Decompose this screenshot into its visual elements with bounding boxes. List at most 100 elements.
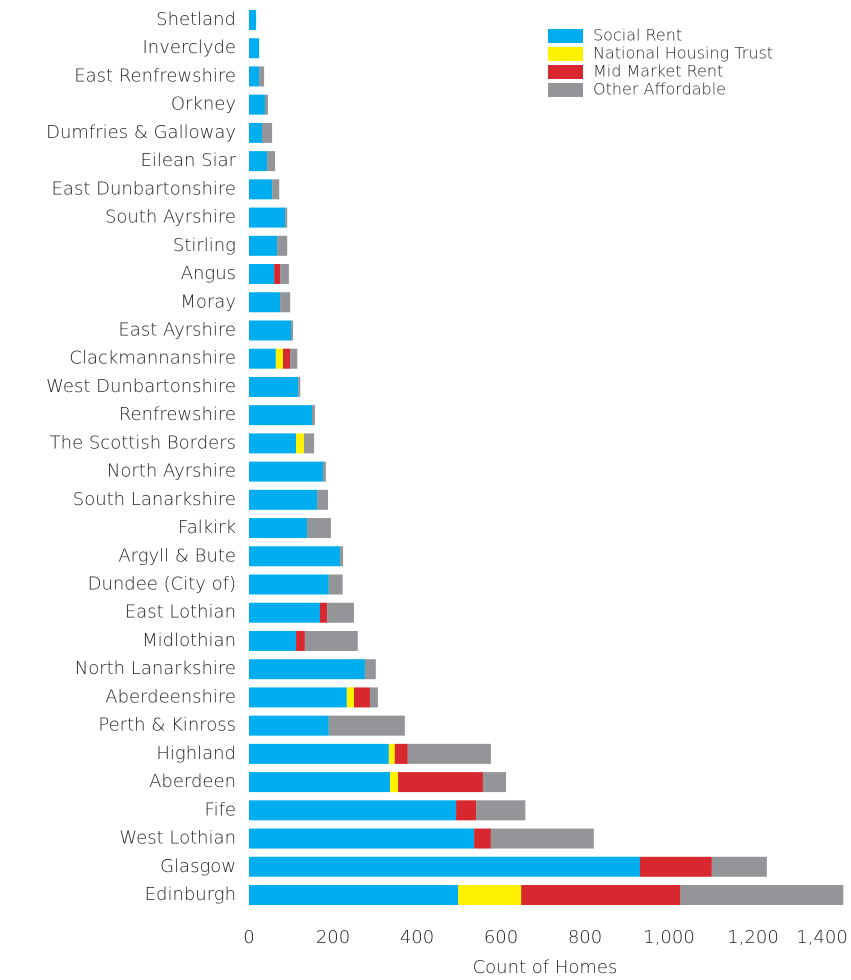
x-tick-label: 1,000 [643, 927, 695, 948]
bar-segment [283, 348, 291, 369]
bar-segment [249, 687, 347, 708]
y-tick-label: East Dunbartonshire [52, 178, 236, 199]
legend-label: Other Affordable [593, 80, 726, 99]
bar-segment [327, 602, 354, 623]
bar-segment [275, 348, 284, 369]
bar-segment [322, 461, 326, 482]
bar-segment [456, 800, 477, 821]
bar-segment [249, 800, 457, 821]
bar-segment [249, 10, 257, 30]
bar-segment [259, 66, 265, 87]
y-tick-label: South Lanarkshire [73, 489, 236, 510]
bar-segment [249, 376, 299, 397]
bar-segment [249, 405, 312, 426]
bar-segment [249, 659, 365, 680]
y-tick-label: East Lothian [125, 602, 236, 623]
bar-segment [304, 630, 358, 651]
y-tick-label: West Dunbartonshire [46, 376, 236, 397]
bar-segment [249, 828, 475, 849]
bar-segment [346, 687, 354, 708]
y-tick-label: The Scottish Borders [50, 432, 236, 453]
bar-segment [407, 743, 491, 764]
bar-segment [474, 828, 491, 849]
bar-segment [296, 630, 305, 651]
y-tick-label: Edinburgh [145, 884, 236, 905]
y-tick-label: Midlothian [142, 630, 236, 651]
bar-segment [264, 94, 268, 115]
bar-segment [249, 179, 273, 200]
x-tick-label: 800 [568, 927, 602, 948]
bar-segment [280, 264, 289, 285]
bar-segment [369, 687, 378, 708]
bar-segment [482, 772, 507, 793]
x-tick-label: 600 [484, 927, 518, 948]
bar-segment [262, 122, 273, 143]
legend-swatch [548, 83, 583, 97]
legend-label: National Housing Trust [593, 44, 773, 63]
y-tick-label: Falkirk [178, 517, 236, 538]
y-tick-label: Glasgow [160, 856, 236, 877]
bar-segment [249, 122, 263, 143]
bar-segment [291, 320, 294, 341]
y-tick-label: North Lanarkshire [75, 658, 236, 679]
y-tick-label: Renfrewshire [119, 404, 236, 425]
bar-segment [312, 405, 315, 426]
bar-segment [328, 715, 405, 736]
bar-segment [354, 687, 370, 708]
bar-segment [390, 772, 399, 793]
bar-segment [274, 264, 281, 285]
bar-segment [394, 743, 408, 764]
y-tick-label: East Renfrewshire [74, 65, 236, 86]
bar-segment [296, 433, 305, 454]
y-tick-label: Argyll & Bute [118, 545, 236, 566]
y-tick-label: Shetland [156, 9, 236, 30]
y-tick-label: Eilean Siar [141, 150, 237, 171]
y-tick-label: Aberdeenshire [105, 686, 236, 707]
bar-segment [640, 856, 712, 877]
y-tick-label: Aberdeen [149, 771, 236, 792]
legend-label: Mid Market Rent [593, 62, 723, 81]
legend-label: Social Rent [593, 26, 682, 45]
bar-segment [680, 885, 844, 905]
y-tick-label: Dundee (City of) [88, 574, 236, 595]
bar-segment [249, 264, 275, 285]
x-tick-label: 1,200 [727, 927, 779, 948]
y-tick-label: Perth & Kinross [98, 715, 236, 736]
x-tick-label: 200 [316, 927, 350, 948]
y-tick-label: Moray [180, 291, 236, 312]
bar-segment [711, 856, 767, 877]
bar-segment [249, 743, 389, 764]
bar-segment [398, 772, 483, 793]
bar-segment [249, 856, 641, 877]
y-tick-label: North Ayrshire [107, 461, 236, 482]
bar-segment [272, 179, 280, 200]
bar-segment [458, 885, 522, 905]
y-tick-label: Highland [156, 743, 236, 764]
y-tick-label: West Lothian [119, 828, 236, 849]
bar-segment [249, 292, 281, 313]
y-tick-label: East Ayrshire [118, 319, 236, 340]
y-tick-label: Angus [181, 263, 236, 284]
y-tick-label: Fife [205, 799, 236, 820]
x-axis-title: Count of Homes [473, 957, 618, 978]
x-tick-label: 0 [243, 927, 254, 948]
bar-segment [249, 348, 276, 369]
y-tick-label: Dumfries & Galloway [46, 122, 236, 143]
bar-segment [277, 235, 288, 256]
y-tick-label: Orkney [171, 94, 236, 115]
bar-segment [249, 574, 329, 595]
bar-segment [249, 602, 320, 623]
bar-segment [490, 828, 594, 849]
bar-segment [476, 800, 526, 821]
bar-segment [317, 489, 328, 510]
bar-segment [304, 433, 315, 454]
bar-segment [285, 207, 288, 228]
legend-swatch [548, 47, 583, 61]
bar-segment [364, 659, 376, 680]
bar-segment [280, 292, 291, 313]
bar-segment [249, 885, 459, 905]
bar-segment [298, 376, 301, 397]
bar-segment [249, 489, 318, 510]
bar-segment [249, 433, 297, 454]
